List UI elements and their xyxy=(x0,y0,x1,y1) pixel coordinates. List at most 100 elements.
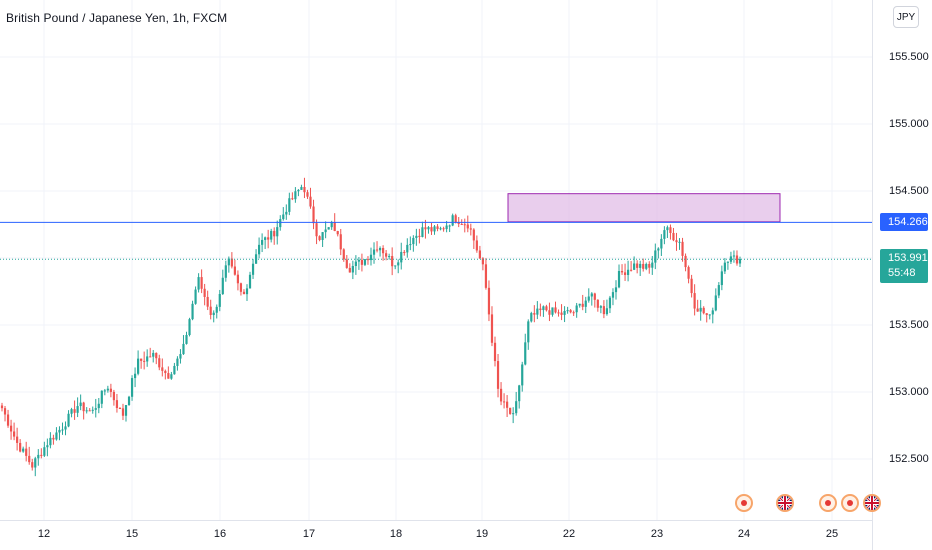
candle-body xyxy=(445,225,448,230)
candle-body xyxy=(400,251,403,263)
candle-body xyxy=(660,238,663,249)
candle-body xyxy=(493,342,497,362)
candle-body xyxy=(657,248,660,251)
candle-body xyxy=(64,426,67,430)
candle-body xyxy=(191,303,194,320)
candle-body xyxy=(164,370,167,374)
candle-body xyxy=(254,254,258,264)
candle-body xyxy=(40,454,43,456)
candlestick-chart[interactable] xyxy=(0,0,872,520)
candle-body xyxy=(146,356,149,362)
candle-body xyxy=(557,312,560,314)
candle-body xyxy=(512,413,515,415)
price-tick: 153.000 xyxy=(889,386,929,398)
candle-body xyxy=(221,277,224,295)
time-tick: 15 xyxy=(125,528,139,540)
candle-body xyxy=(167,373,170,379)
candle-body xyxy=(593,293,596,300)
candle-body xyxy=(239,283,243,292)
candle-body xyxy=(551,307,554,315)
candle-body xyxy=(654,250,657,263)
candle-body xyxy=(481,258,485,265)
candle-body xyxy=(49,437,52,446)
time-tick: 24 xyxy=(737,528,751,540)
candle-body xyxy=(170,374,173,379)
candle-body xyxy=(106,388,109,391)
economic-event-icon[interactable] xyxy=(735,494,753,512)
candle-body xyxy=(596,299,599,308)
candle-body xyxy=(521,364,524,386)
candle-body xyxy=(227,258,230,266)
candle-body xyxy=(133,373,137,379)
candle-body xyxy=(566,310,569,312)
candle-body xyxy=(454,215,457,223)
candle-body xyxy=(273,230,276,237)
candle-body xyxy=(224,265,227,278)
candle-body xyxy=(463,224,466,226)
candle-body xyxy=(100,390,103,404)
uk-flag-icon[interactable] xyxy=(776,494,794,512)
candle-body xyxy=(161,367,164,371)
candle-body xyxy=(209,306,212,316)
candle-body xyxy=(339,234,342,250)
candle-body xyxy=(140,358,143,361)
candle-body xyxy=(735,255,739,264)
candle-body xyxy=(391,256,394,267)
candle-body xyxy=(357,259,361,262)
price-tick: 155.000 xyxy=(889,118,929,130)
candle-body xyxy=(409,244,412,246)
currency-button[interactable]: JPY xyxy=(893,6,919,28)
candle-body xyxy=(433,226,436,232)
candle-body xyxy=(282,214,285,220)
uk-flag-icon[interactable] xyxy=(863,494,881,512)
level-price-tag: 154.266 xyxy=(880,213,928,231)
candle-body xyxy=(533,313,536,315)
candle-body xyxy=(602,306,605,315)
candle-body xyxy=(257,244,261,255)
candle-body xyxy=(451,215,454,226)
candle-body xyxy=(360,259,364,265)
time-tick: 16 xyxy=(213,528,227,540)
candle-body xyxy=(3,408,7,415)
candle-body xyxy=(127,396,131,406)
candle-body xyxy=(524,342,527,365)
candle-body xyxy=(324,229,327,233)
candle-body xyxy=(9,425,13,432)
time-axis[interactable] xyxy=(0,520,872,550)
candle-body xyxy=(28,455,31,463)
chart-area[interactable]: British Pound / Japanese Yen, 1h, FXCM xyxy=(0,0,872,520)
candle-body xyxy=(158,358,161,368)
time-tick: 23 xyxy=(650,528,664,540)
price-tick: 155.500 xyxy=(889,51,929,63)
candle-body xyxy=(378,248,382,251)
candle-body xyxy=(124,405,128,416)
time-tick: 17 xyxy=(302,528,316,540)
candle-body xyxy=(185,335,188,344)
candle-body xyxy=(354,261,357,266)
candle-body xyxy=(97,403,100,409)
candle-body xyxy=(633,263,636,270)
candle-body xyxy=(218,294,221,307)
candle-body xyxy=(424,227,427,230)
economic-event-icon[interactable] xyxy=(841,494,859,512)
candle-body xyxy=(318,236,321,240)
candle-body xyxy=(58,429,61,433)
candle-body xyxy=(245,288,249,295)
candle-body xyxy=(206,296,209,307)
candle-body xyxy=(109,388,112,392)
candle-body xyxy=(651,262,654,268)
candle-body xyxy=(330,222,333,228)
economic-event-icon[interactable] xyxy=(819,494,837,512)
candle-body xyxy=(687,267,690,279)
candle-body xyxy=(466,224,469,229)
candle-body xyxy=(279,219,282,228)
candle-body xyxy=(675,240,678,243)
candle-body xyxy=(678,241,681,243)
candle-body xyxy=(79,402,82,407)
candle-body xyxy=(448,225,451,227)
candle-body xyxy=(663,230,666,239)
candle-body xyxy=(25,448,28,456)
candle-body xyxy=(19,442,22,452)
candle-body xyxy=(348,267,351,273)
candle-body xyxy=(717,285,720,296)
